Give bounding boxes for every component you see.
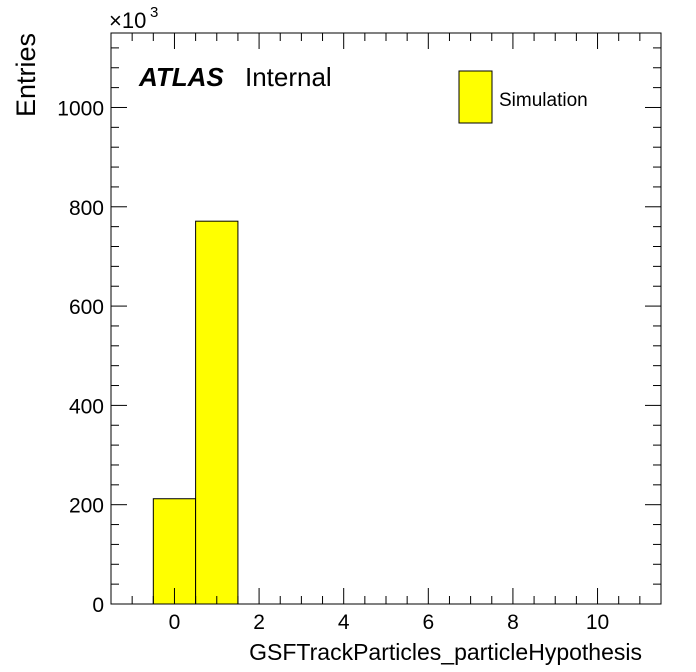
y-axis-multiplier: ×10 3 — [109, 4, 158, 33]
x-tick-label: 4 — [338, 611, 350, 634]
axis-ticks — [110, 33, 662, 605]
x-tick-label: 8 — [507, 611, 519, 634]
legend: Simulation — [458, 70, 588, 124]
atlas-status: Internal — [245, 62, 332, 92]
histogram-bars — [152, 220, 239, 605]
x-tick-label: 6 — [422, 611, 434, 634]
atlas-experiment: ATLAS — [138, 62, 224, 92]
y-tick-label: 0 — [92, 594, 104, 617]
x-axis-title: GSFTrackParticles_particleHypothesis — [249, 639, 642, 665]
axis-tick-labels: 0 2 4 6 8 10 0 200 400 600 800 1000 — [57, 97, 609, 634]
y-axis-title: Entries — [11, 33, 41, 117]
atlas-label: ATLAS Internal — [138, 62, 332, 92]
legend-swatch-simulation — [458, 70, 493, 124]
y-tick-label: 1000 — [57, 97, 104, 120]
histogram-bin-1 — [195, 220, 239, 605]
y-tick-label: 400 — [69, 395, 104, 418]
x-tick-label: 0 — [169, 611, 181, 634]
y-tick-label: 800 — [69, 197, 104, 220]
x-tick-label: 10 — [586, 611, 609, 634]
y-tick-label: 600 — [69, 296, 104, 319]
y-multiplier-base: ×10 — [109, 8, 146, 33]
y-tick-label: 200 — [69, 495, 104, 518]
legend-label-simulation: Simulation — [499, 90, 588, 111]
y-multiplier-exponent: 3 — [150, 4, 158, 21]
x-tick-label: 2 — [253, 611, 265, 634]
histogram-bin-0 — [152, 498, 197, 605]
